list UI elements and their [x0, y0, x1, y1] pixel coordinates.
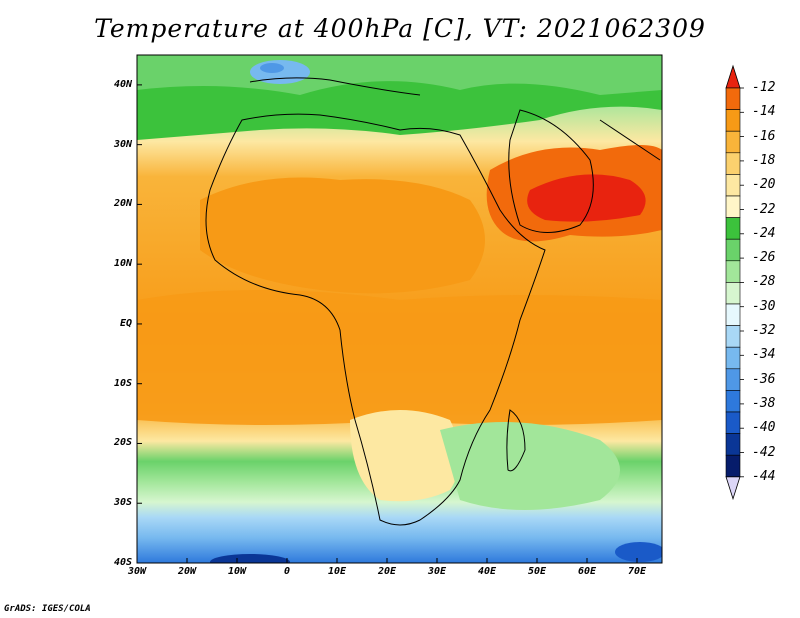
- colorbar-swatch: [725, 238, 741, 262]
- colorbar-swatch: [725, 433, 741, 456]
- colorbar-swatch: [725, 109, 741, 132]
- colorbar-label: -28: [752, 274, 776, 290]
- footer-credit: GrADS: IGES/COLA: [4, 604, 91, 614]
- colorbar-swatch: [725, 260, 741, 283]
- colorbar-label: -32: [752, 323, 776, 338]
- lat-label: 10S: [113, 377, 132, 389]
- temperature-field: [137, 55, 662, 563]
- colorbar-swatch: [725, 346, 741, 370]
- colorbar-swatch: [725, 303, 741, 326]
- colorbar-swatch: [725, 368, 741, 391]
- lat-label: 10N: [113, 258, 132, 270]
- map-frame: [136, 54, 663, 564]
- map-title: Temperature at 400hPa [C], VT: 202106230…: [94, 14, 706, 43]
- lat-label: 20S: [113, 437, 132, 449]
- coastlines: [205, 77, 661, 526]
- lon-label: 10W: [227, 566, 247, 577]
- colorbar-swatch: [725, 454, 741, 478]
- colorbar-swatch: [725, 390, 741, 413]
- colorbar-label: -44: [752, 468, 776, 484]
- colorbar-swatch: [725, 325, 741, 348]
- colorbar-bottom-arrow: [725, 476, 741, 501]
- lat-label: 30N: [113, 138, 132, 150]
- colorbar-swatch: [725, 174, 741, 197]
- colorbar-swatch: [725, 130, 741, 154]
- colorbar-swatch: [725, 411, 741, 434]
- lon-label: 30W: [127, 566, 147, 577]
- colorbar-label: -24: [752, 225, 776, 241]
- lon-label: 40E: [477, 566, 497, 577]
- lat-label: 40S: [113, 557, 132, 568]
- lon-label: 30E: [427, 566, 447, 577]
- colorbar: [725, 64, 744, 501]
- lon-label: 10E: [327, 566, 347, 577]
- lon-label: 20W: [177, 566, 197, 577]
- colorbar-swatch: [725, 87, 741, 110]
- lon-label: 60E: [577, 566, 597, 577]
- colorbar-swatch: [725, 195, 741, 218]
- colorbar-swatch: [725, 217, 741, 240]
- lon-label: 0: [283, 566, 291, 577]
- lat-label: EQ: [119, 317, 132, 329]
- colorbar-label: -40: [752, 420, 776, 436]
- colorbar-swatch: [725, 282, 741, 305]
- lat-label: 20N: [113, 198, 132, 210]
- colorbar-top-arrow: [725, 64, 741, 89]
- colorbar-label: -34: [752, 347, 776, 363]
- colorbar-label: -20: [752, 177, 776, 193]
- colorbar-label: -42: [752, 444, 776, 460]
- lon-label: 50E: [527, 566, 547, 577]
- colorbar-label: -36: [752, 371, 776, 387]
- colorbar-label: -30: [752, 298, 776, 314]
- colorbar-label: -14: [752, 104, 776, 120]
- colorbar-label: -26: [752, 250, 776, 266]
- lat-label: 30S: [113, 497, 132, 509]
- colorbar-label: -22: [752, 201, 776, 217]
- lon-label: 20E: [377, 566, 397, 577]
- colorbar-label: -38: [752, 395, 776, 411]
- colorbar-label: -18: [752, 152, 776, 168]
- lon-label: 70E: [627, 566, 647, 577]
- colorbar-label: -16: [752, 128, 776, 144]
- colorbar-swatch: [725, 152, 741, 175]
- lat-label: 40N: [113, 78, 132, 90]
- colorbar-label: -12: [752, 80, 776, 95]
